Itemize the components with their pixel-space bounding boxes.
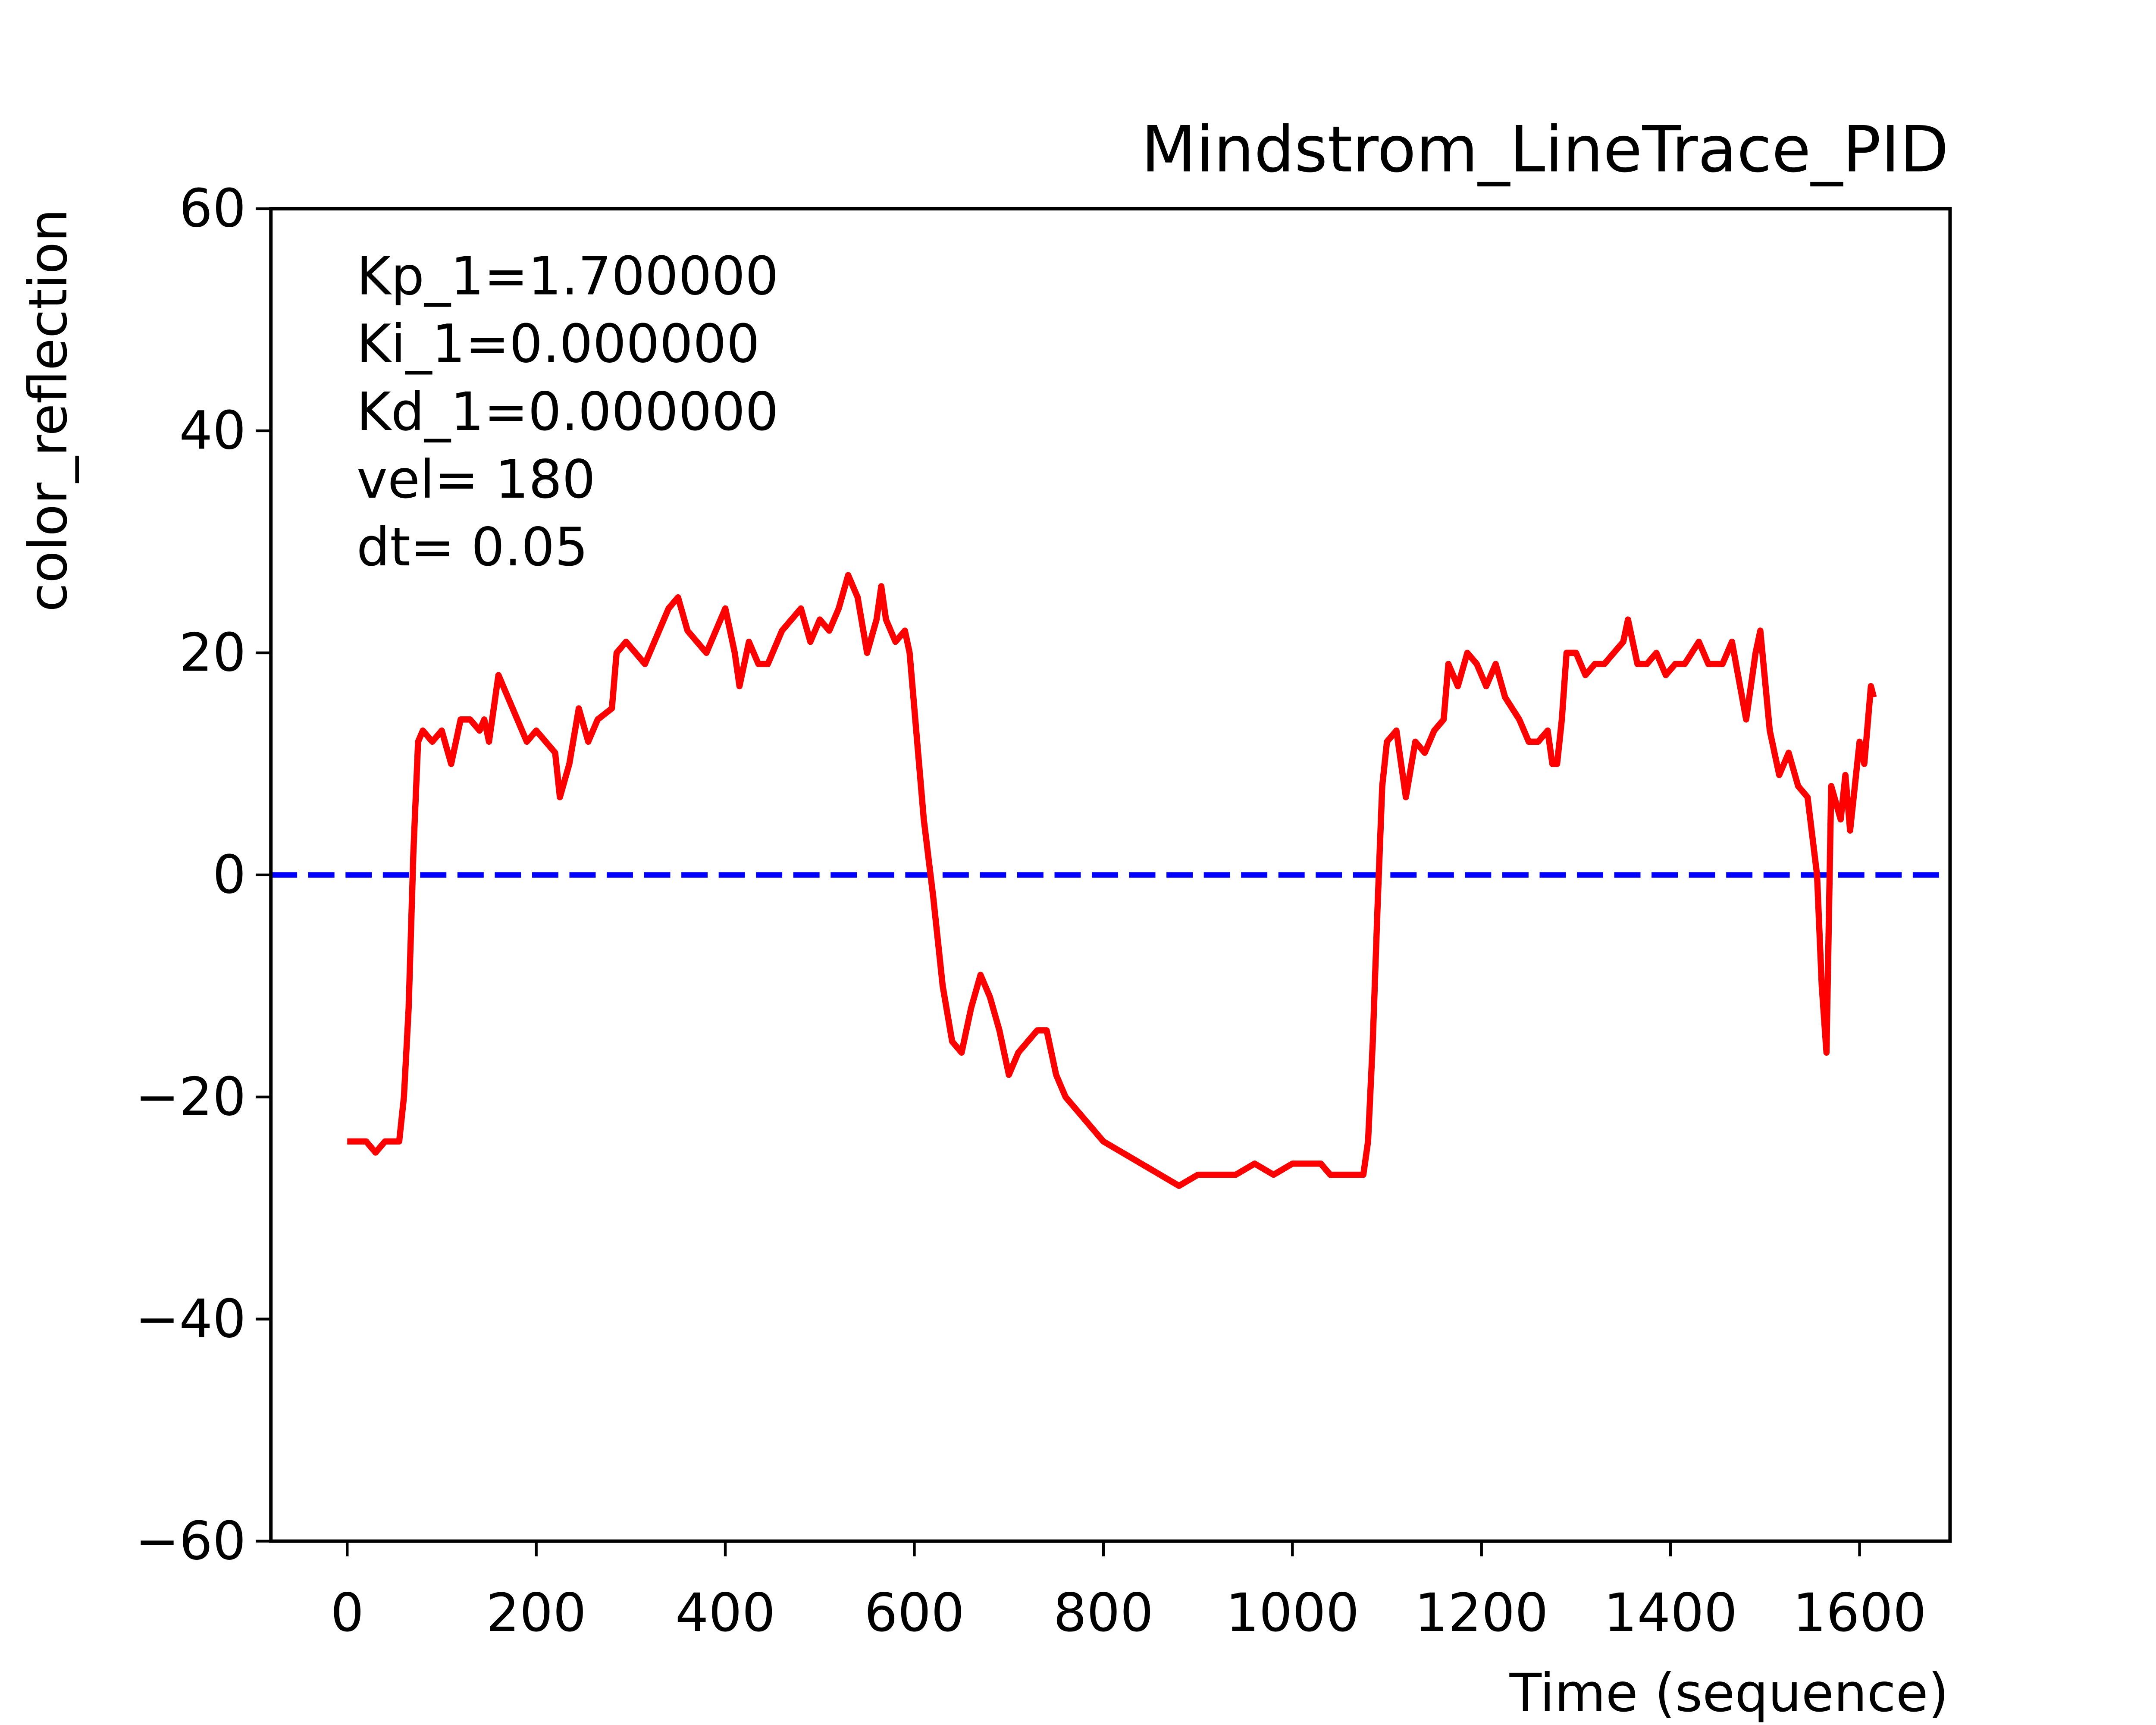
y-tick-label: 40 bbox=[179, 400, 246, 461]
x-axis-label: Time (sequence) bbox=[1509, 1662, 1949, 1724]
x-tick-label: 1600 bbox=[1793, 1582, 1927, 1643]
y-tick-label: −40 bbox=[135, 1288, 246, 1349]
y-tick-label: 0 bbox=[213, 844, 246, 906]
x-tick-label: 1200 bbox=[1415, 1582, 1548, 1643]
x-tick-label: 200 bbox=[486, 1582, 586, 1643]
chart-title: Mindstrom_LineTrace_PID bbox=[1141, 112, 1949, 186]
data-line bbox=[347, 572, 1877, 1189]
annotation: Kd_1=0.000000 bbox=[357, 381, 779, 442]
y-tick-label: 60 bbox=[179, 178, 246, 239]
y-tick-label: 20 bbox=[179, 622, 246, 684]
x-tick-label: 0 bbox=[330, 1582, 364, 1643]
x-tick-label: 400 bbox=[675, 1582, 775, 1643]
plot-frame bbox=[269, 207, 1952, 1543]
annotation: vel= 180 bbox=[357, 449, 595, 510]
annotation: Ki_1=0.000000 bbox=[357, 314, 760, 375]
y-axis-label: color_reflection bbox=[18, 209, 79, 612]
annotation: dt= 0.05 bbox=[357, 517, 588, 578]
annotation: Kp_1=1.700000 bbox=[357, 246, 779, 307]
x-tick-label: 800 bbox=[1053, 1582, 1153, 1643]
y-tick-label: −60 bbox=[135, 1510, 246, 1571]
y-tick-label: −20 bbox=[135, 1066, 246, 1127]
x-tick-label: 600 bbox=[864, 1582, 964, 1643]
x-tick-label: 1400 bbox=[1604, 1582, 1737, 1643]
x-tick-label: 1000 bbox=[1225, 1582, 1359, 1643]
